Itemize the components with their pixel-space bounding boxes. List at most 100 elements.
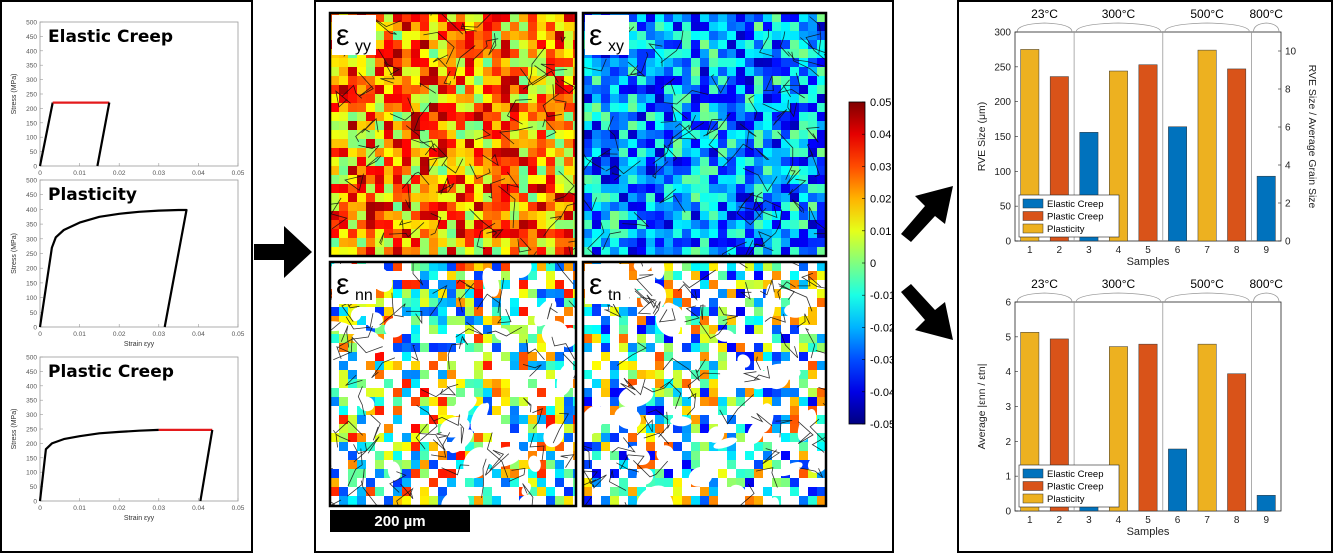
map-speckle — [709, 40, 718, 49]
y-tick-label: 450 — [26, 192, 37, 199]
y-tick-label: 0 — [33, 499, 37, 506]
map-speckle — [438, 307, 447, 316]
map-speckle — [483, 379, 492, 388]
map-speckle — [438, 166, 447, 175]
y-tick-label: 400 — [26, 207, 37, 214]
map-speckle — [592, 202, 601, 211]
map-speckle — [700, 85, 709, 94]
map-speckle — [718, 103, 727, 112]
map-speckle — [366, 247, 375, 256]
map-speckle — [619, 343, 628, 352]
map-speckle — [483, 157, 492, 166]
map-speckle — [727, 58, 736, 67]
map-speckle — [754, 157, 763, 166]
map-speckle — [628, 130, 637, 139]
group-label: 500°C — [1190, 7, 1224, 21]
map-speckle — [700, 262, 709, 271]
map-speckle — [465, 40, 474, 49]
map-speckle — [745, 67, 754, 76]
map-speckle — [601, 325, 610, 334]
map-speckle — [736, 397, 745, 406]
grain-boundary — [660, 30, 684, 64]
map-speckle — [817, 211, 826, 220]
grain-boundary — [652, 301, 661, 316]
map-speckle — [736, 94, 745, 103]
grain-boundary — [361, 117, 379, 134]
map-speckle — [474, 247, 483, 256]
map-speckle — [736, 388, 745, 397]
map-speckle — [501, 103, 510, 112]
map-speckle — [339, 130, 348, 139]
map-speckle — [465, 13, 474, 22]
map-speckle — [447, 94, 456, 103]
map-speckle — [573, 280, 576, 289]
map-speckle — [727, 13, 736, 22]
map-speckle — [492, 85, 501, 94]
map-speckle — [573, 139, 576, 148]
map-speckle — [483, 49, 492, 58]
map-speckle — [501, 247, 510, 256]
map-speckle — [628, 487, 637, 496]
map-speckle — [637, 334, 646, 343]
map-speckle — [727, 325, 736, 334]
map-speckle — [709, 247, 718, 256]
map-speckle — [709, 139, 718, 148]
map-speckle — [763, 202, 772, 211]
grain-boundary — [777, 281, 796, 300]
grain-boundary — [708, 133, 729, 161]
map-speckle — [817, 166, 826, 175]
map-speckle — [583, 130, 592, 139]
map-speckle — [628, 139, 637, 148]
map-speckle — [375, 139, 384, 148]
map-speckle — [790, 388, 799, 397]
map-speckle — [637, 343, 646, 352]
map-speckle — [402, 166, 411, 175]
map-speckle — [330, 103, 339, 112]
map-speckle — [628, 13, 637, 22]
map-speckle — [799, 262, 808, 271]
map-speckle — [709, 262, 718, 271]
map-void — [797, 409, 817, 442]
map-speckle — [501, 478, 510, 487]
map-speckle — [799, 58, 808, 67]
map-speckle — [709, 175, 718, 184]
map-speckle — [555, 280, 564, 289]
map-speckle — [727, 184, 736, 193]
map-speckle — [375, 469, 384, 478]
map-speckle — [610, 307, 619, 316]
map-speckle — [384, 121, 393, 130]
map-speckle — [330, 487, 339, 496]
map-speckle — [682, 220, 691, 229]
map-speckle — [763, 157, 772, 166]
map-speckle — [429, 220, 438, 229]
map-speckle — [384, 40, 393, 49]
map-speckle — [727, 289, 736, 298]
map-speckle — [700, 139, 709, 148]
map-speckle — [564, 40, 573, 49]
map-speckle — [510, 76, 519, 85]
map-speckle — [375, 184, 384, 193]
map-speckle — [592, 307, 601, 316]
map-speckle — [673, 148, 682, 157]
map-speckle — [718, 157, 727, 166]
map-speckle — [510, 121, 519, 130]
map-speckle — [808, 157, 817, 166]
map-speckle — [411, 22, 420, 31]
map-speckle — [655, 166, 664, 175]
grain-boundary — [739, 123, 757, 148]
map-speckle — [637, 220, 646, 229]
map-speckle — [718, 31, 727, 40]
x-tick-label: 0.05 — [232, 170, 245, 177]
map-speckle — [700, 424, 709, 433]
grain-boundary — [430, 13, 464, 35]
map-speckle — [492, 40, 501, 49]
bar — [1227, 68, 1247, 242]
map-speckle — [483, 103, 492, 112]
map-speckle — [555, 148, 564, 157]
map-speckle — [519, 148, 528, 157]
map-speckle — [528, 76, 537, 85]
legend-label: Elastic Creep — [1047, 199, 1104, 210]
map-speckle — [348, 460, 357, 469]
map-speckle — [610, 469, 619, 478]
map-speckle — [799, 442, 808, 451]
